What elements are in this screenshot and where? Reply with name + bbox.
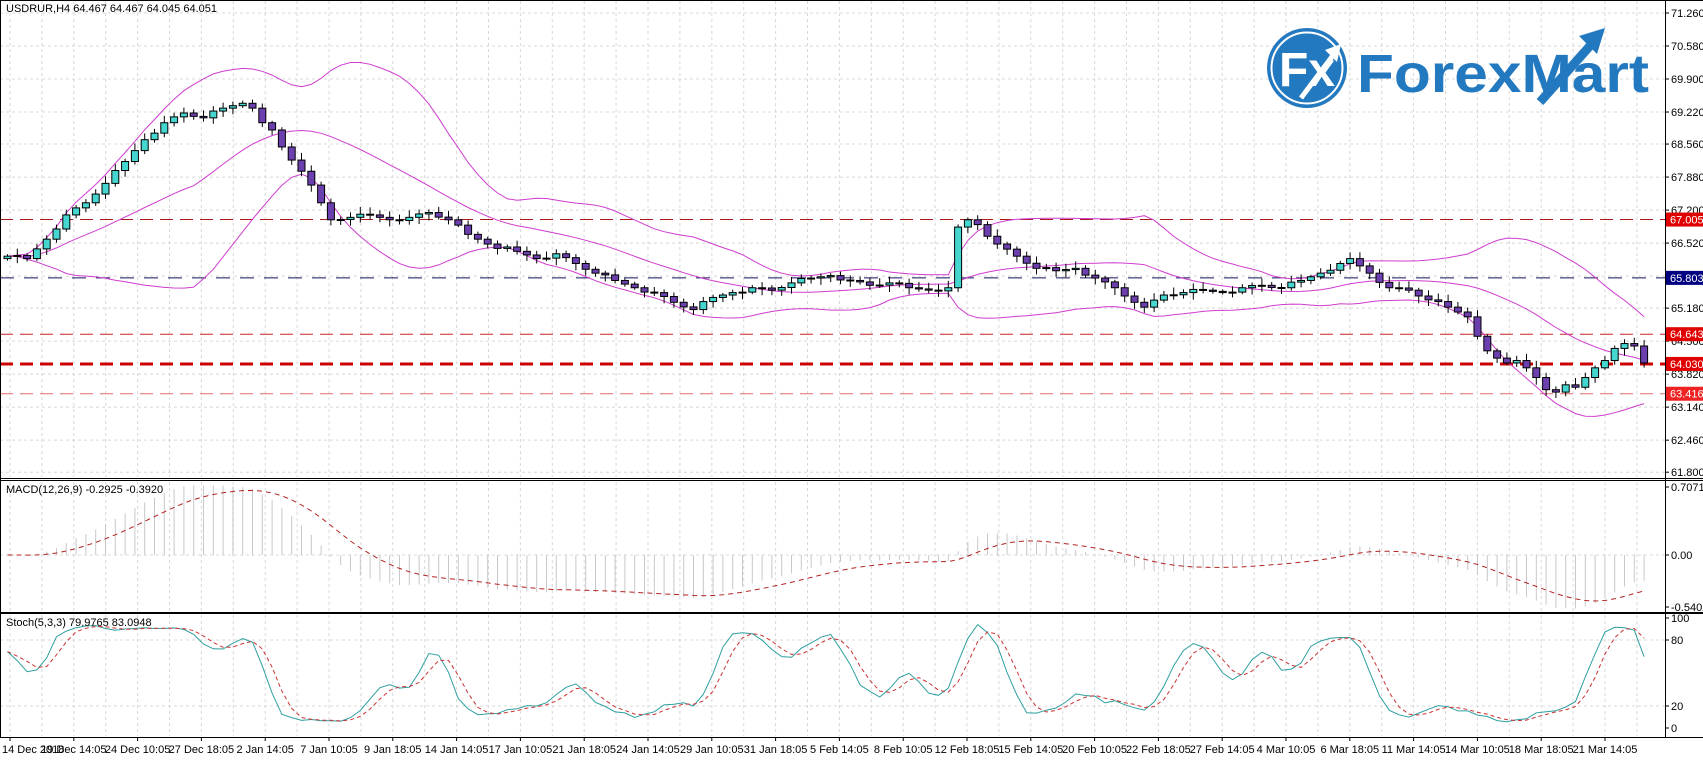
svg-text:-0.5402: -0.5402: [1671, 602, 1703, 614]
svg-text:12 Feb 18:05: 12 Feb 18:05: [935, 744, 1000, 756]
svg-text:5 Feb 14:05: 5 Feb 14:05: [810, 744, 869, 756]
logo-fx-arrowhead-icon: [1325, 44, 1341, 62]
logo-brand-arrowhead-icon: [1579, 28, 1605, 54]
svg-text:11 Mar 14:05: 11 Mar 14:05: [1382, 744, 1446, 756]
svg-text:21 Jan 18:05: 21 Jan 18:05: [552, 744, 616, 756]
svg-text:19 Dec 14:05: 19 Dec 14:05: [41, 744, 106, 756]
svg-text:0: 0: [1671, 723, 1677, 735]
svg-text:8 Feb 10:05: 8 Feb 10:05: [874, 744, 933, 756]
svg-text:24 Dec 10:05: 24 Dec 10:05: [105, 744, 170, 756]
svg-text:69.900: 69.900: [1671, 74, 1703, 86]
logo-brand-text: ForexMart: [1357, 44, 1649, 104]
stochastic-indicator-label: Stoch(5,3,3) 79.9765 83.0948: [6, 617, 152, 629]
svg-text:62.460: 62.460: [1671, 435, 1703, 447]
svg-text:20: 20: [1671, 701, 1683, 713]
svg-text:66.520: 66.520: [1671, 238, 1703, 250]
svg-text:71.260: 71.260: [1671, 8, 1703, 20]
svg-text:64.643: 64.643: [1670, 329, 1703, 341]
svg-text:64.030: 64.030: [1670, 359, 1703, 371]
price-level-badges: 67.005 65.803 64.643 64.030 63.416: [1666, 212, 1703, 401]
svg-text:63.416: 63.416: [1670, 389, 1703, 401]
forexmart-logo: Fx ForexMart: [1267, 28, 1649, 108]
svg-text:22 Feb 18:05: 22 Feb 18:05: [1126, 744, 1191, 756]
svg-text:63.820: 63.820: [1671, 369, 1703, 381]
svg-text:0.00: 0.00: [1671, 550, 1692, 562]
logo-circle-ring: [1270, 31, 1344, 105]
candlestick-series: [3, 99, 1649, 398]
svg-text:65.803: 65.803: [1670, 273, 1703, 285]
logo-fx-arrow-icon: [1299, 48, 1339, 100]
svg-text:67.880: 67.880: [1671, 172, 1703, 184]
svg-text:69.220: 69.220: [1671, 107, 1703, 119]
svg-text:6 Mar 18:05: 6 Mar 18:05: [1320, 744, 1379, 756]
svg-text:17 Jan 10:05: 17 Jan 10:05: [489, 744, 553, 756]
svg-text:0.7071: 0.7071: [1671, 482, 1703, 494]
svg-text:9 Jan 18:05: 9 Jan 18:05: [364, 744, 422, 756]
svg-text:67.005: 67.005: [1670, 215, 1703, 227]
svg-text:63.140: 63.140: [1671, 402, 1703, 414]
macd-panel-series: [7, 485, 1645, 609]
svg-text:2 Jan 14:05: 2 Jan 14:05: [236, 744, 294, 756]
svg-text:27 Feb 14:05: 27 Feb 14:05: [1190, 744, 1255, 756]
svg-text:20 Feb 10:05: 20 Feb 10:05: [1062, 744, 1127, 756]
svg-text:100: 100: [1671, 613, 1689, 625]
grid-lines: [0, 1, 1665, 736]
horizontal-level-lines: [0, 219, 1665, 395]
logo-circle: [1267, 28, 1347, 108]
svg-text:7 Jan 10:05: 7 Jan 10:05: [300, 744, 358, 756]
svg-text:14 Mar 10:05: 14 Mar 10:05: [1445, 744, 1510, 756]
svg-text:68.560: 68.560: [1671, 139, 1703, 151]
svg-text:27 Dec 18:05: 27 Dec 18:05: [169, 744, 234, 756]
stochastic-panel-series: [7, 623, 1645, 723]
svg-text:61.800: 61.800: [1671, 467, 1703, 479]
svg-text:31 Jan 18:05: 31 Jan 18:05: [744, 744, 808, 756]
svg-text:29 Jan 10:05: 29 Jan 10:05: [680, 744, 744, 756]
logo-brand-arrow-icon: [1536, 35, 1601, 105]
svg-text:18 Mar 18:05: 18 Mar 18:05: [1509, 744, 1574, 756]
panel-borders: [0, 0, 1703, 738]
svg-text:70.580: 70.580: [1671, 41, 1703, 53]
svg-text:65.180: 65.180: [1671, 303, 1703, 315]
svg-text:14 Dec 2018: 14 Dec 2018: [2, 744, 64, 756]
chart-symbol-ohlc-label: USDRUR,H4 64.467 64.467 64.045 64.051: [6, 3, 217, 15]
svg-text:15 Feb 14:05: 15 Feb 14:05: [998, 744, 1063, 756]
svg-text:80: 80: [1671, 635, 1683, 647]
svg-text:14 Jan 14:05: 14 Jan 14:05: [425, 744, 489, 756]
macd-indicator-label: MACD(12,26,9) -0.2925 -0.3920: [6, 484, 164, 496]
svg-text:4 Mar 10:05: 4 Mar 10:05: [1257, 744, 1316, 756]
svg-text:24 Jan 14:05: 24 Jan 14:05: [616, 744, 680, 756]
svg-text:21 Mar 14:05: 21 Mar 14:05: [1573, 744, 1638, 756]
